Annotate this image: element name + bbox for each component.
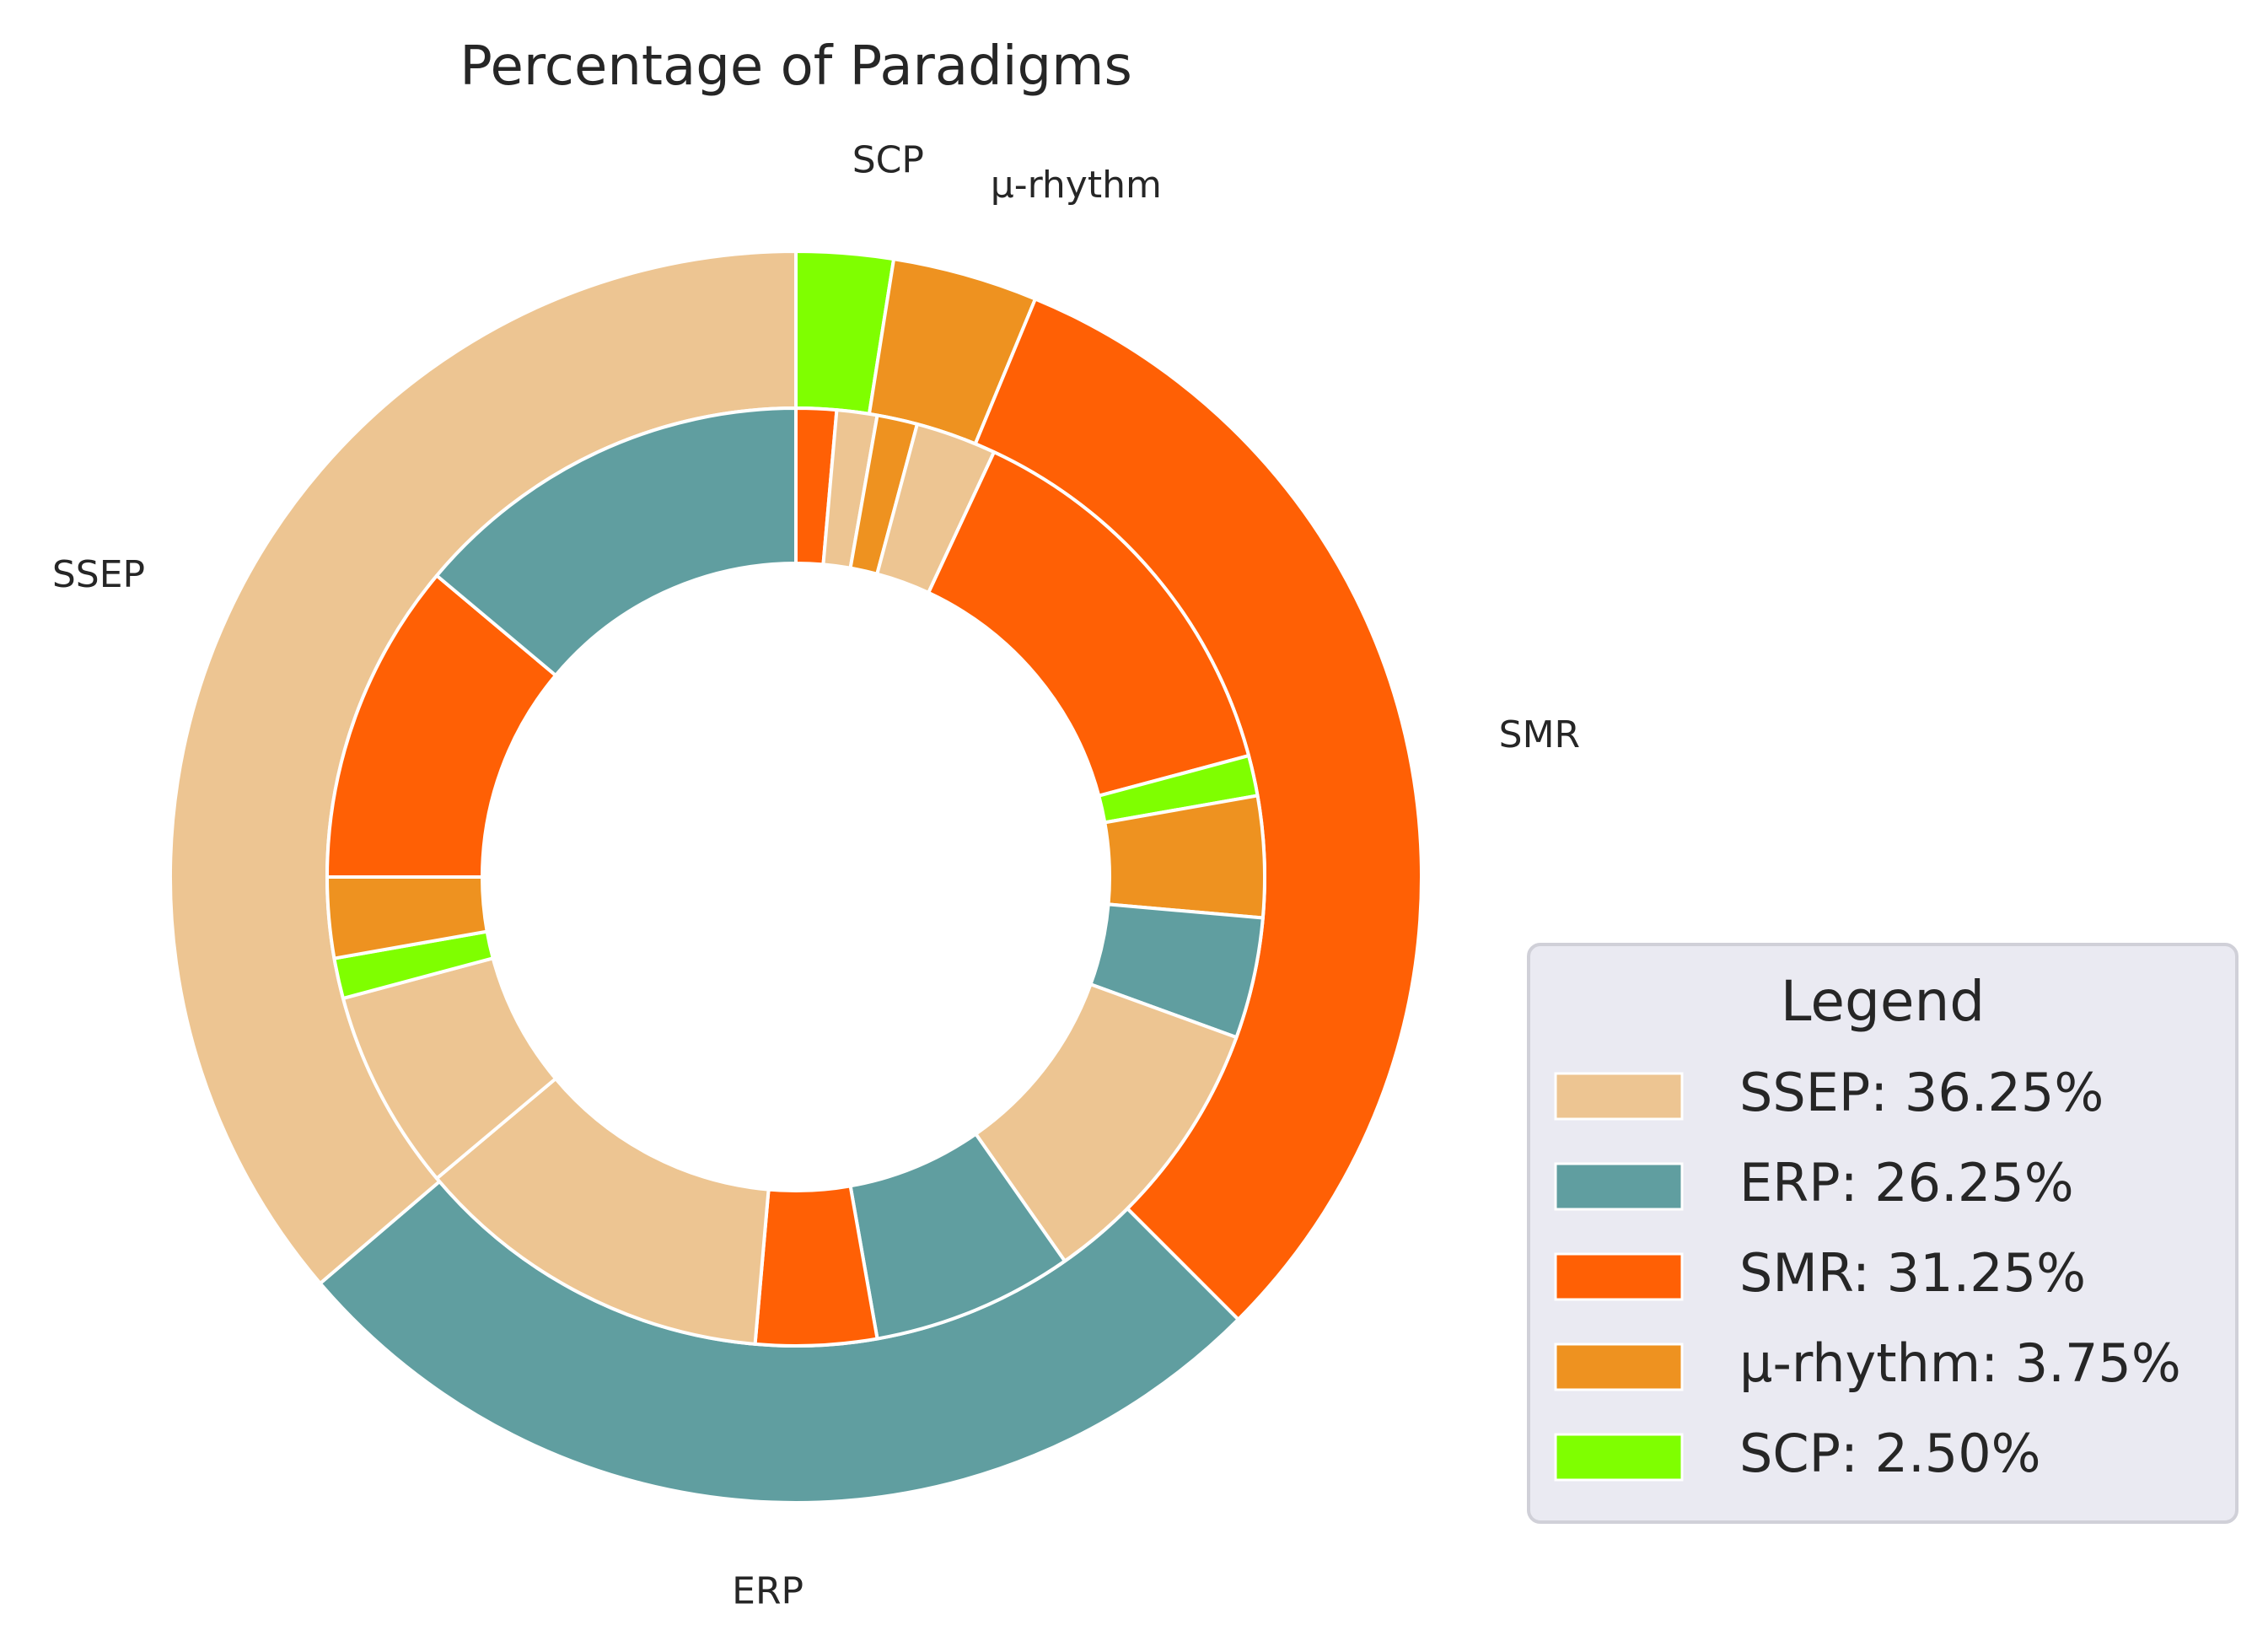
legend-entry-label: ERP: 26.25%	[1739, 1152, 2074, 1213]
outer-ring-label: SMR	[1499, 713, 1580, 756]
outer-ring-label: ERP	[732, 1569, 803, 1612]
legend-swatch	[1554, 1343, 1684, 1391]
legend: Legend SSEP: 36.25% ERP: 26.25% SMR: 31.25…	[1527, 943, 2238, 1524]
chart-title: Percentage of Paradigms	[460, 35, 1132, 98]
inner-ring	[325, 406, 1266, 1348]
outer-ring-label: SCP	[852, 139, 924, 182]
legend-swatch	[1554, 1162, 1684, 1211]
outer-ring-labels: SCP μ-rhythm SMR ERP SSEP	[52, 139, 1580, 1613]
legend-entry-label: μ-rhythm: 3.75%	[1739, 1332, 2181, 1394]
legend-entry-label: SCP: 2.50%	[1739, 1423, 2041, 1484]
legend-swatch	[1554, 1252, 1684, 1301]
legend-frame	[1527, 943, 2238, 1524]
legend-title: Legend	[1781, 969, 1985, 1034]
legend-entry-label: SMR: 31.25%	[1739, 1242, 2086, 1304]
inner-ring-wedge	[435, 406, 798, 677]
legend-entries: SSEP: 36.25% ERP: 26.25% SMR: 31.25% μ-rhyt…	[1554, 1062, 2181, 1484]
legend-swatch	[1554, 1072, 1684, 1121]
legend-entry-label: SSEP: 36.25%	[1739, 1062, 2104, 1123]
outer-ring	[169, 250, 1423, 1504]
legend-swatch	[1554, 1433, 1684, 1482]
outer-ring-label: SSEP	[52, 553, 145, 596]
outer-ring-label: μ-rhythm	[991, 164, 1162, 207]
